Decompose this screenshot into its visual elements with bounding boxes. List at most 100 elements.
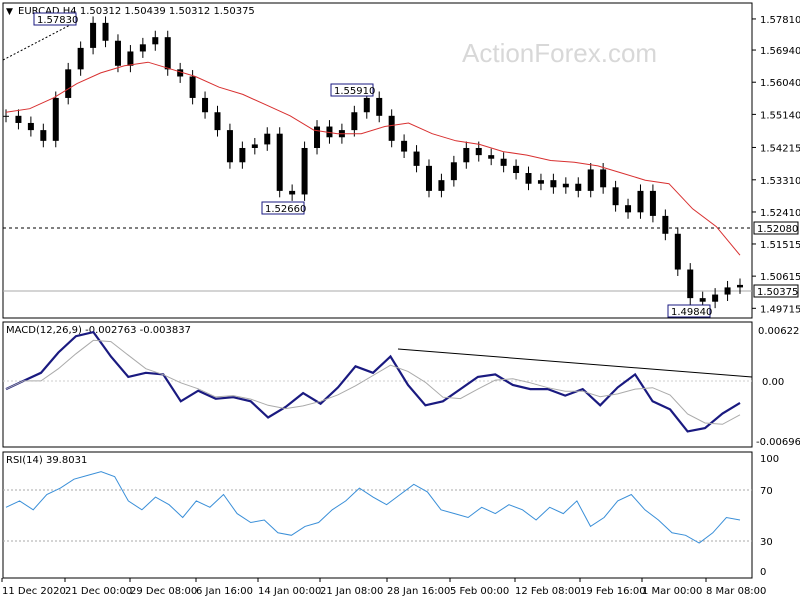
last-price-box: 1.50375 [753, 284, 799, 298]
candle-body [152, 37, 159, 45]
candle-body [127, 51, 134, 66]
x-tick-label: 12 Feb 08:00 [515, 586, 581, 597]
candle-body [562, 183, 569, 188]
macd-signal-line [5, 339, 741, 425]
candle-body [314, 126, 321, 148]
candle-body [475, 147, 482, 156]
candle-body [102, 22, 109, 41]
rsi-panel-frame [2, 451, 753, 579]
svg-text:1.55910: 1.55910 [334, 86, 375, 97]
candle-body [537, 180, 544, 184]
candle-body [724, 287, 731, 295]
candle-body [438, 180, 445, 191]
candle-body [401, 140, 408, 152]
candle-body [52, 97, 59, 141]
candle-body [388, 115, 395, 141]
candle-body [413, 151, 420, 166]
svg-text:1.49840: 1.49840 [671, 307, 712, 318]
rsi-panel-title: RSI(14) 39.8031 [6, 455, 87, 466]
candle-body [587, 169, 594, 191]
svg-text:1.52080: 1.52080 [757, 224, 798, 235]
candle-body [351, 112, 358, 131]
svg-text:1.50375: 1.50375 [757, 287, 798, 298]
price-tick-label: 1.53310 [760, 176, 800, 187]
candle-body [214, 112, 221, 131]
candle-body [525, 173, 532, 184]
candle-body [737, 284, 743, 288]
price-tick-label: 1.54215 [760, 143, 800, 154]
watermark-text: ActionForex.com [462, 38, 657, 68]
x-tick-label: 19 Feb 16:00 [580, 586, 646, 597]
candle-body [301, 147, 308, 195]
x-tick-label: 11 Dec 2020 [2, 586, 66, 597]
price-tick-label: 1.55140 [760, 110, 800, 121]
rsi-line [5, 471, 741, 544]
annotation-high-2: 1.55910 [330, 83, 375, 97]
price-tick-label: 1.52410 [760, 208, 800, 219]
price-tick-label: 1.56940 [760, 46, 800, 57]
candle-body [425, 165, 432, 191]
svg-text:1.57830: 1.57830 [37, 15, 78, 26]
candle-body [637, 190, 644, 213]
candle-body [600, 169, 607, 188]
macd-panel-title: MACD(12,26,9) -0.002763 -0.003837 [6, 325, 191, 336]
candle-body [65, 69, 72, 98]
x-tick-label: 8 Mar 08:00 [706, 586, 766, 597]
candle-body [90, 22, 97, 48]
price-trendline [2, 23, 73, 61]
candle-body [189, 76, 196, 98]
candle-body [276, 133, 283, 191]
rsi-tick-0: 0 [760, 567, 766, 578]
x-tick-label: 28 Jan 16:00 [387, 586, 450, 597]
support-price-box: 1.52080 [753, 221, 799, 235]
candle-body [226, 130, 233, 163]
candle-body [662, 215, 669, 234]
candle-body [114, 40, 121, 66]
annotation-low-1: 1.52660 [261, 201, 306, 215]
price-panel-title: EURCAD,H4 1.50312 1.50439 1.50312 1.5037… [18, 6, 255, 17]
candle-body [699, 298, 706, 302]
candle-body [27, 122, 34, 131]
candle-body [625, 205, 632, 213]
candle-body [612, 187, 619, 206]
rsi-tick-100: 100 [760, 454, 779, 465]
x-tick-label: 5 Feb 00:00 [450, 586, 509, 597]
x-tick-label: 1 Mar 00:00 [642, 586, 702, 597]
annotation-low-2: 1.49840 [667, 304, 712, 318]
price-tick-label: 1.57810 [760, 15, 800, 26]
candle-body [649, 190, 656, 216]
macd-tick-top: 0.006227 [758, 326, 800, 337]
candle-body [712, 294, 719, 302]
candle-body [513, 165, 520, 174]
price-tick-label: 1.56040 [760, 78, 800, 89]
macd-tick-bottom: -0.006964 [756, 437, 800, 448]
price-collapse-arrow-icon[interactable]: ▼ [6, 7, 13, 17]
candle-body [239, 147, 246, 163]
x-tick-label: 14 Jan 00:00 [258, 586, 321, 597]
candle-body [376, 97, 383, 116]
price-candles [3, 16, 743, 309]
macd-panel-frame [2, 321, 753, 448]
candle-body [575, 183, 582, 191]
rsi-tick-70: 70 [760, 486, 773, 497]
x-tick-label: 21 Dec 00:00 [65, 586, 132, 597]
candle-body [15, 115, 22, 123]
candle-body [202, 97, 209, 113]
x-tick-label: 29 Dec 08:00 [130, 586, 197, 597]
macd-trendline [397, 348, 753, 378]
macd-line [5, 330, 741, 433]
candle-body [3, 115, 9, 117]
candle-body [550, 180, 557, 188]
price-tick-label: 1.49715 [760, 304, 800, 315]
candle-body [463, 147, 470, 163]
x-tick-label: 6 Jan 16:00 [196, 586, 253, 597]
candle-body [687, 269, 694, 299]
candle-body [500, 158, 507, 166]
rsi-tick-30: 30 [760, 537, 773, 548]
candle-body [326, 126, 333, 138]
candle-body [251, 144, 258, 148]
candle-body [674, 233, 681, 270]
candle-body [164, 37, 171, 70]
